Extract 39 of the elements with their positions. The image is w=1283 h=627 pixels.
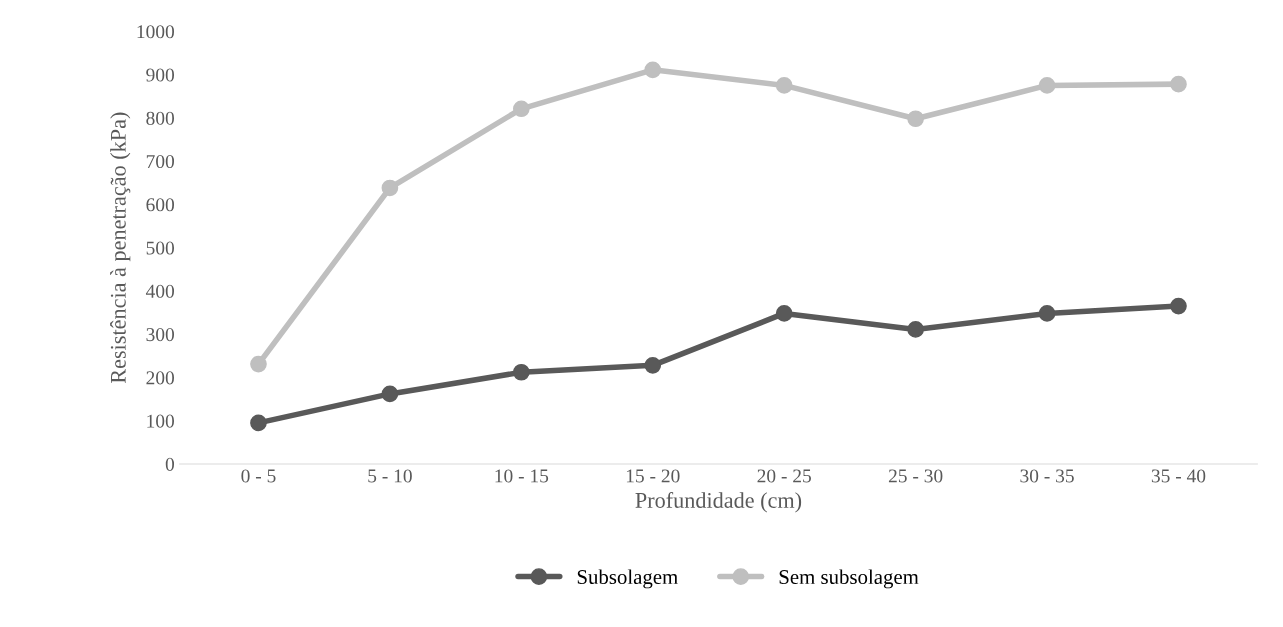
y-tick-label: 900	[146, 68, 175, 82]
x-tick-label: 5 - 10	[368, 469, 412, 483]
y-tick-label: 700	[146, 154, 175, 169]
x-tick-label: 30 - 35	[1020, 469, 1074, 483]
point	[250, 355, 267, 373]
x-tick-label: 20 - 25	[757, 469, 811, 483]
point	[644, 61, 662, 79]
y-tick-label: 600	[146, 198, 175, 212]
point	[513, 363, 530, 381]
point	[1038, 305, 1056, 322]
y-tick-label: 500	[146, 241, 175, 255]
x-tick-label: 35 - 40	[1151, 469, 1206, 483]
point	[1170, 297, 1187, 315]
y-tick-label: 800	[146, 111, 175, 125]
point	[381, 179, 399, 197]
point	[1170, 75, 1187, 93]
point	[513, 100, 530, 118]
y-tick-label: 1000	[137, 25, 175, 39]
x-tick-label: 0 - 5	[241, 469, 276, 483]
point	[775, 77, 793, 94]
y-tick-label: 200	[146, 371, 175, 385]
point	[644, 357, 662, 374]
x-tick-label: 15 - 20	[626, 469, 680, 483]
legend-label: Sem subsolagem	[779, 569, 919, 589]
point	[381, 385, 399, 403]
y-axis-title: Resistência à penetração (kPa)	[110, 112, 131, 384]
y-tick-label: 400	[145, 284, 175, 298]
y-tick-label: 0	[165, 457, 175, 471]
y-tick-label: 300	[146, 328, 175, 342]
x-tick-label: 25 - 30	[888, 469, 943, 483]
legend-label: Subsolagem	[577, 569, 678, 589]
point	[907, 110, 924, 128]
x-axis-title: Profundidade (cm)	[635, 492, 802, 513]
point	[907, 321, 924, 338]
x-tick-label: 10 - 15	[495, 469, 549, 483]
point	[1038, 77, 1056, 94]
point	[250, 414, 267, 432]
y-tick-label: 100	[147, 414, 175, 428]
point	[775, 305, 793, 322]
